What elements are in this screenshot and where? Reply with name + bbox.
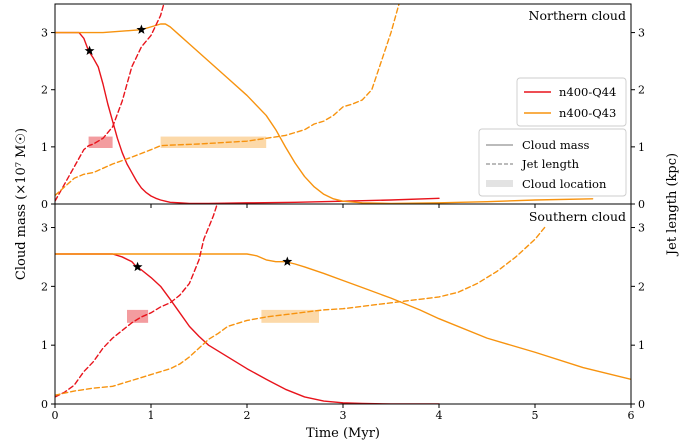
legend-label-jet-length: Jet length bbox=[521, 157, 580, 171]
cloud-location-band-q43 bbox=[160, 136, 267, 148]
y-tick-label-left: 0 bbox=[41, 398, 48, 411]
x-axis: 0 1 2 3 4 5 6 bbox=[52, 409, 635, 422]
y-tick-label-left: 0 bbox=[41, 198, 48, 211]
star-marker-q44 bbox=[132, 261, 143, 272]
cloud-mass-line-q44 bbox=[55, 31, 440, 204]
x-tick-label: 2 bbox=[244, 409, 251, 422]
legend-series-box bbox=[516, 77, 627, 127]
x-tick-label: 4 bbox=[436, 409, 443, 422]
legend-series: n400-Q44 n400-Q43 bbox=[516, 77, 627, 127]
cloud-mass-line-q44 bbox=[55, 253, 440, 404]
x-tick-label: 3 bbox=[340, 409, 347, 422]
cloud-location-band-q44 bbox=[127, 309, 149, 323]
star-marker-q43 bbox=[136, 24, 147, 34]
y-tick-label-left: 1 bbox=[41, 141, 48, 154]
y-axis-label-right: Jet length (kpc) bbox=[665, 153, 680, 257]
y-tick-label-right: 2 bbox=[638, 84, 645, 97]
cloud-mass-line-q43 bbox=[55, 253, 631, 380]
y-tick-label-left: 3 bbox=[41, 27, 48, 40]
y-tick-label-right: 0 bbox=[638, 198, 645, 211]
cloud-location-band-q44 bbox=[88, 136, 113, 148]
panel-northern: 0 1 2 3 0 1 2 3 Northern cloud bbox=[41, 3, 645, 211]
legend-styles-box bbox=[478, 128, 627, 197]
y-tick-label-right: 2 bbox=[638, 280, 645, 293]
jet-length-line-q44 bbox=[55, 4, 165, 202]
panel-title-southern: Southern cloud bbox=[529, 209, 626, 224]
cloud-location-band-q43 bbox=[261, 309, 319, 323]
jet-length-line-q43 bbox=[55, 226, 546, 396]
y-tick-label-left: 2 bbox=[41, 280, 48, 293]
cloud-mass-line-q43 bbox=[55, 23, 594, 204]
panel-southern: 0 1 2 3 0 1 2 3 Southern cloud bbox=[41, 203, 645, 411]
panel-title-northern: Northern cloud bbox=[529, 8, 627, 23]
legend-swatch-band bbox=[486, 180, 513, 187]
y-tick-label-right: 1 bbox=[638, 339, 645, 352]
y-tick-label-left: 3 bbox=[41, 222, 48, 235]
x-axis-label: Time (Myr) bbox=[306, 426, 380, 441]
y-tick-label-right: 0 bbox=[638, 398, 645, 411]
y-tick-label-left: 2 bbox=[41, 84, 48, 97]
star-marker-q43 bbox=[282, 256, 293, 266]
legend-styles: Cloud mass Jet length Cloud location bbox=[478, 128, 627, 197]
x-tick-label: 5 bbox=[532, 409, 539, 422]
x-tick-label: 1 bbox=[148, 409, 155, 422]
y-tick-label-left: 1 bbox=[41, 339, 48, 352]
x-tick-label: 0 bbox=[52, 409, 59, 422]
legend-label-q43: n400-Q43 bbox=[559, 106, 616, 120]
x-tick-label: 6 bbox=[628, 409, 635, 422]
jet-length-line-q43 bbox=[55, 4, 400, 197]
y-tick-label-right: 3 bbox=[638, 222, 645, 235]
y-axis-label-left: Cloud mass (×10⁷ M☉) bbox=[14, 128, 29, 280]
plot-frame-southern bbox=[54, 203, 632, 405]
legend-label-cloud-mass: Cloud mass bbox=[522, 138, 589, 152]
jet-length-line-q44 bbox=[55, 204, 218, 398]
star-marker-q44 bbox=[84, 45, 95, 56]
y-tick-label-right: 1 bbox=[638, 141, 645, 154]
legend-label-q44: n400-Q44 bbox=[559, 85, 616, 99]
legend-label-cloud-location: Cloud location bbox=[522, 177, 607, 191]
y-tick-label-right: 3 bbox=[638, 27, 645, 40]
